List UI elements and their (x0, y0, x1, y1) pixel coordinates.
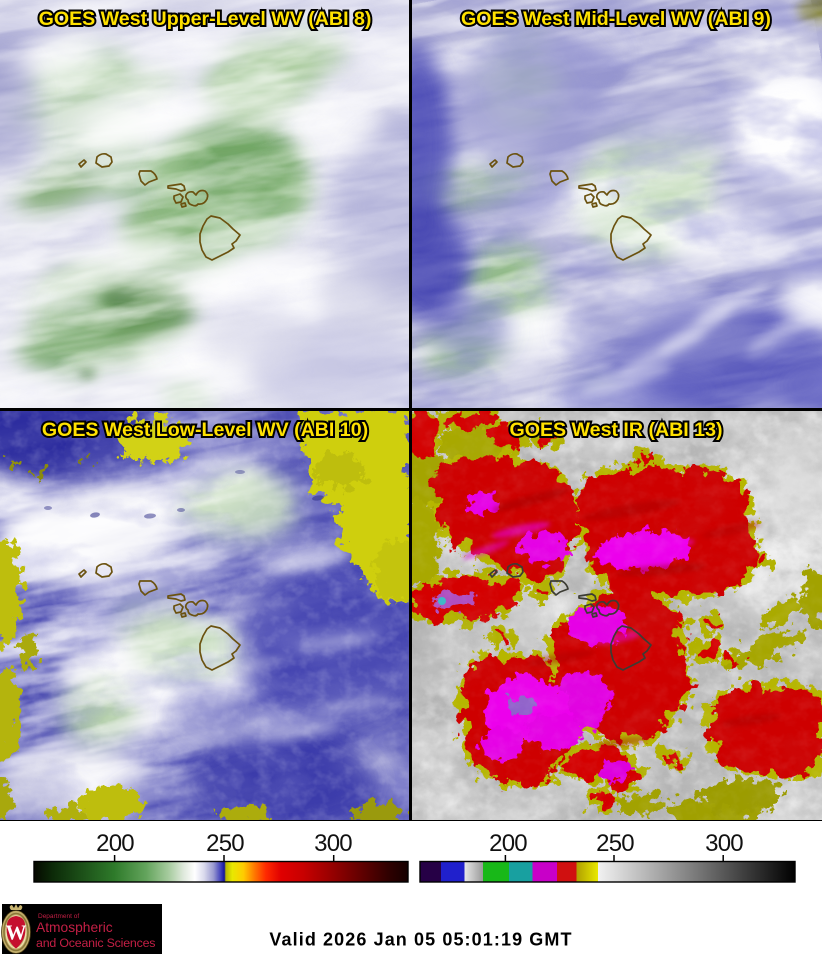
svg-text:200: 200 (96, 830, 134, 857)
svg-text:300: 300 (314, 830, 352, 857)
svg-text:300: 300 (705, 830, 743, 857)
svg-text:GOES West Upper-Level WV (ABI: GOES West Upper-Level WV (ABI 8) (39, 8, 372, 30)
svg-text:200: 200 (489, 830, 527, 857)
svg-text:250: 250 (206, 830, 244, 857)
svg-text:Valid 2026 Jan 05 05:01:19 GMT: Valid 2026 Jan 05 05:01:19 GMT (269, 930, 572, 950)
svg-text:250: 250 (596, 830, 634, 857)
svg-text:GOES West Mid-Level WV (ABI 9): GOES West Mid-Level WV (ABI 9) (461, 8, 771, 30)
svg-text:and Oceanic Sciences: and Oceanic Sciences (36, 936, 155, 950)
svg-text:GOES West Low-Level WV (ABI 10: GOES West Low-Level WV (ABI 10) (42, 419, 368, 441)
svg-text:Department of: Department of (38, 913, 79, 920)
svg-text:Atmospheric: Atmospheric (36, 920, 113, 935)
svg-text:GOES West IR (ABI 13): GOES West IR (ABI 13) (509, 419, 722, 441)
svg-text:W: W (6, 921, 27, 945)
